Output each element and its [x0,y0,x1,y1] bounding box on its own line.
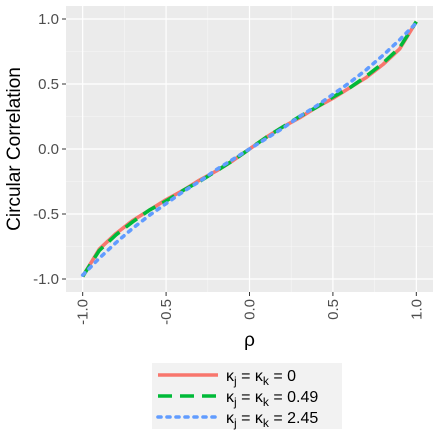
legend-text-part: κ [226,368,235,385]
legend-text-part: = 0 [269,368,296,385]
x-tick-label: 0.5 [325,299,342,320]
y-tick-label: 1.0 [38,11,59,28]
y-tick-label: -1.0 [33,271,59,288]
legend-label-2: κj = κk = 0.49 [226,389,318,409]
legend-text-part: k [263,416,270,430]
legend-text-part: j [233,374,237,388]
legend-text-part: k [263,374,270,388]
legend-text-part: = κ [237,410,264,427]
y-tick-label: 0.5 [38,76,59,93]
legend-text-part: = κ [237,368,264,385]
legend-text-part: κ [226,389,235,406]
legend-text-part: = κ [237,389,264,406]
series-line-2 [81,20,418,278]
legend-label-3: κj = κk = 2.45 [226,410,318,430]
y-tick-label: 0.0 [38,141,59,158]
legend-text-part: κ [226,410,235,427]
legend-text-part: = 2.45 [269,410,318,427]
legend-text-part: = 0.49 [269,389,318,406]
x-axis-title: ρ [244,330,255,351]
x-tick-label: 1.0 [408,299,425,320]
y-tick-label: -0.5 [33,206,59,223]
legend-text-part: k [263,395,270,409]
legend-label-1: κj = κk = 0 [226,368,296,388]
y-axis-title: Circular Correlation [4,67,25,231]
x-tick-label: 0.0 [242,299,259,320]
series-line-3 [80,21,419,277]
x-tick-label: -1.0 [75,299,92,325]
legend-text-part: j [233,395,237,409]
x-tick-label: -0.5 [158,299,175,325]
legend-text-part: j [233,416,237,430]
